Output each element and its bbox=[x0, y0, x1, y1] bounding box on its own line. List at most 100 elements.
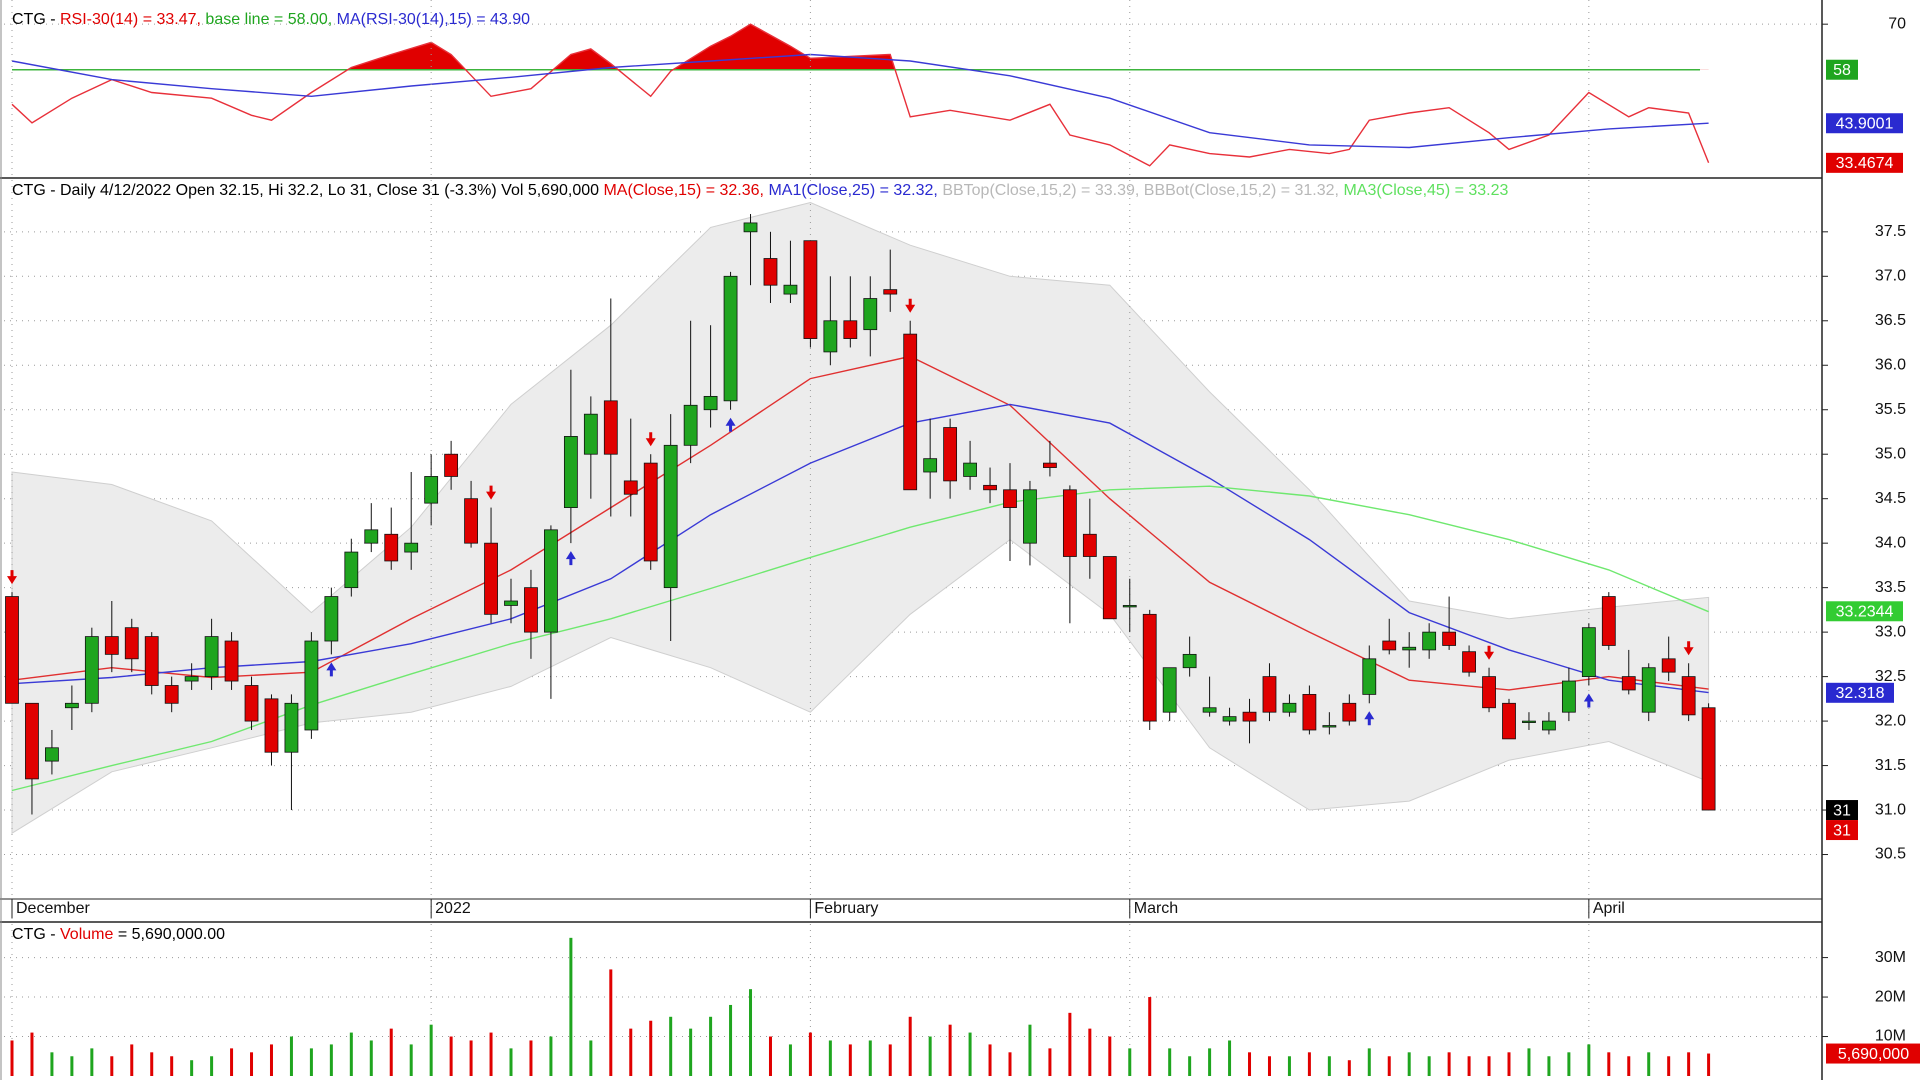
volume-bar bbox=[150, 1052, 154, 1076]
volume-bar bbox=[1567, 1052, 1571, 1076]
candle-body bbox=[1162, 667, 1177, 713]
volume-bar bbox=[289, 1036, 293, 1076]
volume-bar bbox=[1627, 1056, 1631, 1076]
panel-header: CTG - Volume = 5,690,000.00 bbox=[12, 926, 225, 943]
volume-bar bbox=[110, 1056, 114, 1076]
y-tick-label: 37.5 bbox=[1875, 223, 1906, 240]
header-segment: CTG - bbox=[12, 926, 60, 943]
volume-bar bbox=[1267, 1056, 1271, 1076]
volume-bar bbox=[1607, 1052, 1611, 1076]
header-segment: MA(Close,15) = 32.36, bbox=[603, 182, 768, 199]
candle-body bbox=[444, 453, 459, 477]
candle-body bbox=[1282, 702, 1297, 713]
volume-bar bbox=[768, 1036, 772, 1076]
volume-bar bbox=[1248, 1052, 1252, 1076]
sell-signal bbox=[1484, 645, 1495, 660]
y-tick-label: 70 bbox=[1888, 15, 1906, 32]
volume-bar bbox=[1387, 1056, 1391, 1076]
volume-bar bbox=[589, 1040, 593, 1076]
candle-body bbox=[1661, 658, 1676, 673]
candle-body bbox=[663, 444, 678, 589]
volume-bar bbox=[1587, 1044, 1591, 1076]
x-tick-label: February bbox=[814, 900, 878, 917]
candle-body bbox=[683, 404, 698, 446]
candle-body bbox=[164, 685, 179, 704]
volume-bar bbox=[210, 1056, 214, 1076]
volume-bar bbox=[1048, 1048, 1052, 1076]
candle-body bbox=[484, 542, 498, 615]
candle-body bbox=[1202, 707, 1217, 713]
candle-body bbox=[643, 462, 658, 562]
y-tick-label: 30.5 bbox=[1875, 846, 1906, 863]
candle-body bbox=[1382, 640, 1397, 651]
buy-signal bbox=[725, 417, 736, 432]
volume-bar bbox=[609, 969, 613, 1076]
volume-bar bbox=[968, 1032, 972, 1076]
candle-body bbox=[284, 702, 299, 753]
buy-signal bbox=[326, 662, 337, 677]
moving-average bbox=[11, 355, 1709, 691]
candle-body bbox=[184, 676, 199, 682]
value-badge bbox=[1826, 113, 1903, 134]
volume-bar bbox=[70, 1056, 74, 1076]
sell-signal bbox=[905, 298, 916, 313]
candle-body bbox=[1542, 720, 1556, 731]
header-segment: MA3(Close,45) = 33.23 bbox=[1343, 182, 1508, 199]
buy-signal bbox=[565, 551, 576, 566]
candle-body bbox=[324, 596, 339, 642]
buy-signal bbox=[1583, 693, 1594, 708]
volume-bar bbox=[170, 1056, 174, 1076]
candle-body bbox=[524, 587, 538, 633]
volume-bar bbox=[1487, 1056, 1491, 1076]
candle-body bbox=[1242, 711, 1257, 722]
volume-bar bbox=[888, 1044, 892, 1076]
y-tick-label: 20M bbox=[1875, 988, 1906, 1005]
candle-body bbox=[903, 333, 918, 491]
volume-bar bbox=[1687, 1052, 1691, 1076]
header-segment: RSI-30(14) = 33.47, bbox=[60, 11, 205, 28]
volume-bar bbox=[1208, 1048, 1212, 1076]
candle-body bbox=[923, 458, 938, 473]
header-segment: MA1(Close,25) = 32.32, bbox=[768, 182, 942, 199]
volume-bar bbox=[30, 1032, 34, 1076]
candle-body bbox=[1402, 646, 1417, 651]
candle-body bbox=[1462, 651, 1476, 673]
candle-body bbox=[1082, 533, 1097, 557]
candle-body bbox=[5, 596, 19, 704]
candle-body bbox=[723, 275, 738, 402]
volume-bar bbox=[1148, 997, 1152, 1076]
candle-body bbox=[1102, 556, 1117, 620]
candle-body bbox=[763, 258, 778, 286]
candle-body bbox=[384, 533, 399, 562]
volume-bar bbox=[50, 1052, 54, 1076]
candle-body bbox=[843, 320, 858, 339]
volume-bar bbox=[1228, 1040, 1232, 1076]
volume-bar bbox=[1527, 1048, 1531, 1076]
candle-body bbox=[823, 320, 838, 353]
y-tick-label: 34.0 bbox=[1875, 534, 1906, 551]
candle-body bbox=[544, 529, 558, 633]
y-tick-label: 32.0 bbox=[1875, 712, 1906, 729]
y-tick-label: 34.5 bbox=[1875, 490, 1906, 507]
volume-bar bbox=[828, 1040, 832, 1076]
volume-bar bbox=[1068, 1012, 1072, 1076]
x-tick-label: March bbox=[1134, 900, 1178, 917]
header-segment: MA(RSI-30(14),15) = 43.90 bbox=[337, 11, 531, 28]
volume-bar bbox=[130, 1044, 134, 1076]
volume-bar bbox=[190, 1060, 194, 1076]
volume-bar bbox=[709, 1016, 713, 1076]
candle-body bbox=[1442, 631, 1457, 646]
panel-header: CTG - RSI-30(14) = 33.47, base line = 58… bbox=[12, 11, 530, 28]
volume-bar bbox=[1287, 1056, 1291, 1076]
candle-body bbox=[803, 240, 818, 339]
value-badge-label: 5,690,000 bbox=[1838, 1046, 1909, 1063]
panel: 10M 20M 30M CTG - Volume = 5,690,000.00 5,69… bbox=[4, 926, 1920, 1076]
candle-body bbox=[1302, 693, 1317, 731]
candle-body bbox=[883, 289, 898, 295]
volume-bar bbox=[369, 1040, 373, 1076]
y-tick-label: 30M bbox=[1875, 949, 1906, 966]
candle-body bbox=[1043, 462, 1057, 468]
candle-body bbox=[1003, 489, 1017, 508]
